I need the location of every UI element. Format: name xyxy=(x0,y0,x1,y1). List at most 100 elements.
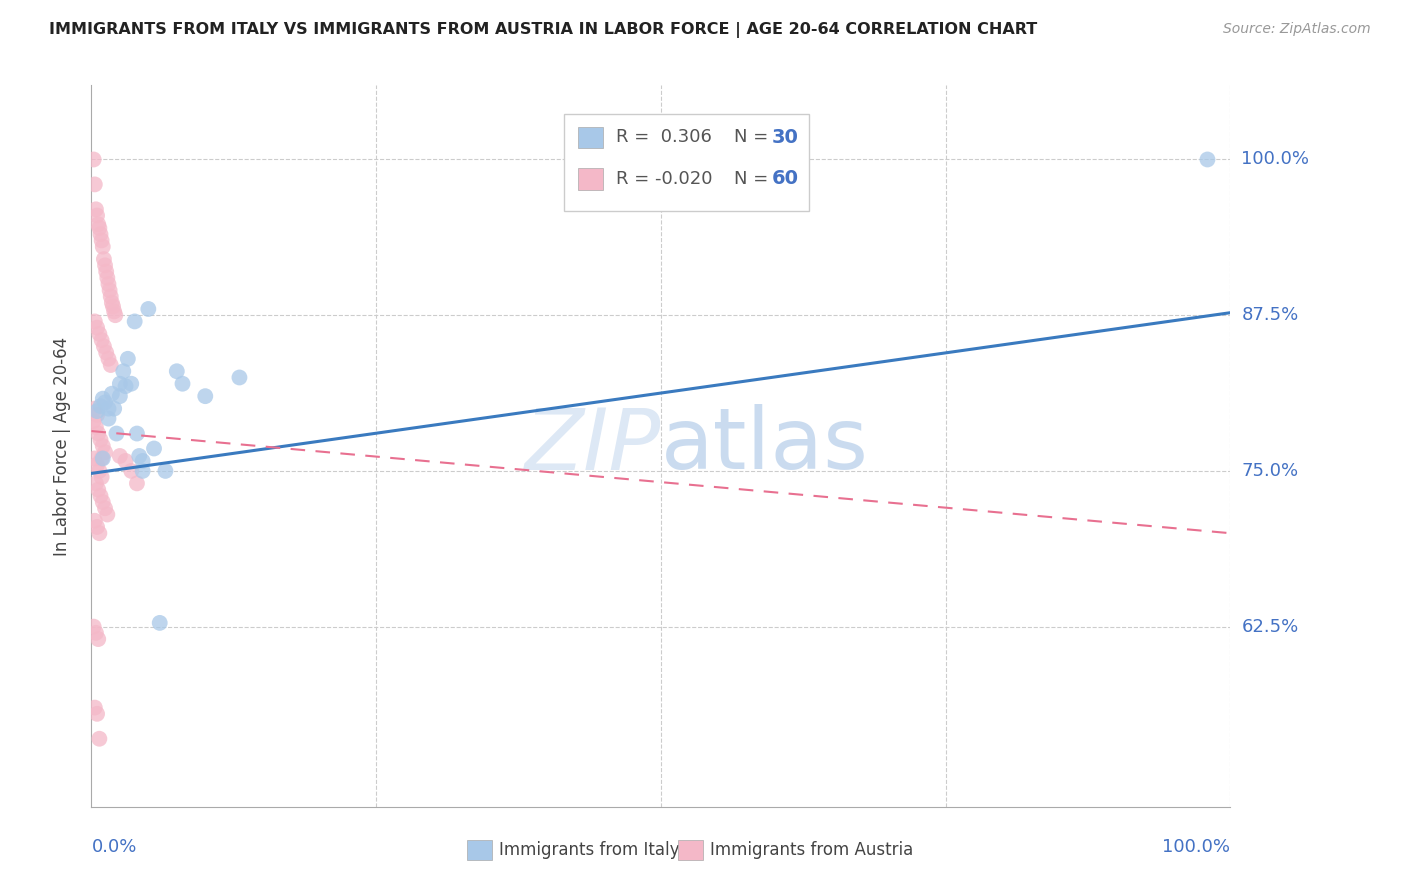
Point xyxy=(91,495,114,509)
Text: 100.0%: 100.0% xyxy=(1241,151,1309,169)
Text: 0.0%: 0.0% xyxy=(91,838,136,855)
Point xyxy=(89,526,111,541)
Point xyxy=(91,439,114,453)
Point xyxy=(90,234,112,248)
Point xyxy=(96,264,118,278)
FancyBboxPatch shape xyxy=(467,839,492,860)
Point xyxy=(131,454,153,468)
Text: N =: N = xyxy=(734,128,773,146)
Point xyxy=(100,289,122,303)
Point xyxy=(86,404,108,418)
Point xyxy=(103,304,125,318)
Point xyxy=(91,451,114,466)
Point xyxy=(94,395,117,409)
FancyBboxPatch shape xyxy=(564,113,808,211)
Point xyxy=(97,277,120,291)
Point xyxy=(138,301,160,316)
Point xyxy=(94,501,117,516)
Point xyxy=(83,401,105,416)
Point xyxy=(89,433,111,447)
Point xyxy=(101,386,124,401)
Point xyxy=(84,625,107,640)
Point xyxy=(128,449,150,463)
Point xyxy=(149,615,172,630)
Point xyxy=(108,376,131,391)
Point xyxy=(89,464,111,478)
Point xyxy=(89,221,111,235)
Point xyxy=(84,202,107,217)
Point xyxy=(97,351,120,366)
Point xyxy=(96,508,118,522)
Point xyxy=(194,389,217,403)
Point xyxy=(166,364,188,378)
Point xyxy=(93,339,115,353)
Point xyxy=(125,426,148,441)
Point xyxy=(124,314,146,328)
Point xyxy=(86,320,108,334)
Point xyxy=(86,408,108,422)
Point xyxy=(120,464,142,478)
FancyBboxPatch shape xyxy=(578,168,603,189)
Text: IMMIGRANTS FROM ITALY VS IMMIGRANTS FROM AUSTRIA IN LABOR FORCE | AGE 20-64 CORR: IMMIGRANTS FROM ITALY VS IMMIGRANTS FROM… xyxy=(49,22,1038,38)
Point xyxy=(108,389,131,403)
Point xyxy=(1197,153,1219,167)
Point xyxy=(125,476,148,491)
Point xyxy=(93,252,115,267)
Point xyxy=(114,454,136,468)
Point xyxy=(83,414,105,428)
Point xyxy=(91,392,114,406)
Point xyxy=(96,270,118,285)
Text: 62.5%: 62.5% xyxy=(1241,617,1299,636)
Point xyxy=(83,153,105,167)
Point xyxy=(83,619,105,633)
Point xyxy=(101,300,124,314)
Point xyxy=(105,426,128,441)
Point xyxy=(143,442,166,456)
Text: Immigrants from Italy: Immigrants from Italy xyxy=(499,841,679,859)
Point xyxy=(87,426,110,441)
Text: Source: ZipAtlas.com: Source: ZipAtlas.com xyxy=(1223,22,1371,37)
Point xyxy=(228,370,250,384)
Point xyxy=(97,401,120,416)
Text: atlas: atlas xyxy=(661,404,869,488)
Point xyxy=(91,240,114,254)
Text: 100.0%: 100.0% xyxy=(1163,838,1230,855)
Text: 60: 60 xyxy=(772,169,799,188)
Point xyxy=(89,326,111,341)
Point xyxy=(90,333,112,347)
Text: N =: N = xyxy=(734,169,773,187)
Point xyxy=(100,358,122,372)
Point xyxy=(98,283,121,297)
Text: 75.0%: 75.0% xyxy=(1241,462,1299,480)
Point xyxy=(120,376,142,391)
Point xyxy=(83,451,105,466)
Point xyxy=(83,314,105,328)
Y-axis label: In Labor Force | Age 20-64: In Labor Force | Age 20-64 xyxy=(52,336,70,556)
Point xyxy=(104,308,127,322)
Point xyxy=(89,731,111,746)
Point xyxy=(86,458,108,472)
Text: R =  0.306: R = 0.306 xyxy=(616,128,713,146)
Point xyxy=(84,420,107,434)
Point xyxy=(114,379,136,393)
Point xyxy=(108,449,131,463)
Point xyxy=(87,632,110,646)
Point xyxy=(94,258,117,272)
Text: Immigrants from Austria: Immigrants from Austria xyxy=(710,841,912,859)
FancyBboxPatch shape xyxy=(578,127,603,148)
Point xyxy=(117,351,139,366)
Point xyxy=(90,470,112,484)
Point xyxy=(94,445,117,459)
Point xyxy=(97,411,120,425)
Point xyxy=(86,209,108,223)
Point xyxy=(90,451,112,466)
Point xyxy=(83,514,105,528)
Point xyxy=(96,345,118,359)
Point xyxy=(83,700,105,714)
Point xyxy=(86,520,108,534)
Point xyxy=(84,476,107,491)
Point xyxy=(172,376,194,391)
FancyBboxPatch shape xyxy=(678,839,703,860)
Point xyxy=(83,178,105,192)
Text: 87.5%: 87.5% xyxy=(1241,306,1299,324)
